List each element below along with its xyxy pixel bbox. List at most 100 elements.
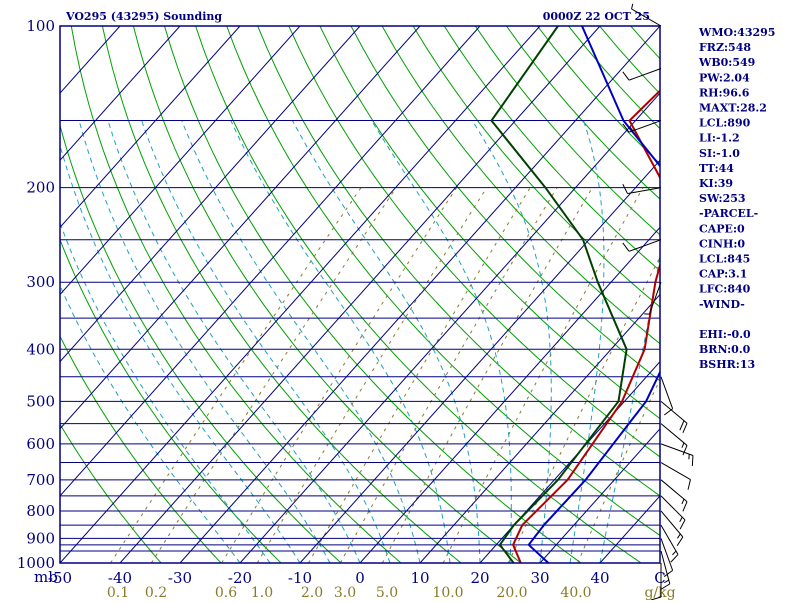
barb-flag	[623, 184, 628, 193]
index-line: MAXT:28.2	[699, 102, 767, 115]
pressure-tick-label: 600	[26, 435, 55, 453]
barb-flag	[680, 421, 684, 431]
barb-staff	[661, 424, 687, 446]
mixing-ratio-label: 0.6	[215, 585, 237, 600]
index-line: CINH:0	[699, 237, 745, 250]
isotherm	[180, 26, 660, 563]
moist-adiabat	[231, 121, 450, 563]
mixing-ratio-label: 3.0	[334, 585, 356, 600]
temperature-tick-label: -30	[168, 569, 192, 587]
barb-staff	[629, 240, 661, 252]
mixing-ratio-label: 2.0	[301, 585, 323, 600]
index-line: LCL:845	[699, 253, 750, 266]
index-line: KI:39	[699, 177, 733, 190]
barb-staff	[661, 401, 687, 423]
temperature-tick-label: 40	[590, 569, 609, 587]
wind-barb	[623, 240, 661, 252]
barb-half-flag	[672, 551, 676, 555]
wind-barb	[661, 496, 685, 529]
index-line: PW:2.04	[699, 71, 750, 84]
temperature-tick-label: 10	[410, 569, 429, 587]
wind-barb	[661, 525, 678, 562]
index-line: TT:44	[699, 162, 734, 175]
mixing-ratio-line	[111, 188, 362, 563]
dry-adiabat	[0, 26, 161, 563]
station-title: VO295 (43295) Sounding	[65, 10, 222, 23]
barb-flag	[692, 455, 693, 465]
isotherm	[0, 26, 480, 563]
index-line: LI:-1.2	[699, 132, 740, 145]
barb-half-flag	[682, 499, 684, 504]
isotherm	[240, 26, 720, 563]
wind-barb	[661, 444, 693, 466]
mixing-ratio-label: 40.0	[560, 585, 591, 600]
barb-staff	[661, 444, 693, 456]
mixing-ratio-label: 20.0	[496, 585, 527, 600]
wind-barb	[623, 184, 661, 193]
barb-staff	[661, 480, 687, 502]
barb-flag	[623, 243, 629, 251]
temperature-profile	[513, 26, 726, 563]
index-line: CAP:3.1	[699, 268, 747, 281]
temperature-tick-label: -50	[48, 569, 72, 587]
pressure-tick-label: 300	[26, 273, 55, 291]
dry-adiabat	[227, 26, 701, 563]
barb-flag	[664, 409, 672, 415]
barb-half-flag	[680, 517, 682, 522]
barb-staff	[661, 525, 678, 554]
pressure-tick-label: 200	[26, 179, 55, 197]
index-line: -WIND-	[699, 298, 745, 311]
barb-flag	[683, 502, 687, 512]
mixing-ratio-line	[151, 188, 396, 563]
barb-staff	[661, 377, 673, 409]
index-line: EHI:-0.0	[699, 328, 751, 341]
index-line: BSHR:13	[699, 358, 755, 371]
index-line: -PARCEL-	[699, 207, 758, 220]
sounding-time: 0000Z 22 OCT 25	[543, 10, 650, 23]
dry-adiabat	[102, 26, 461, 563]
pressure-tick-label: 900	[26, 529, 55, 547]
dry-adiabat	[196, 26, 641, 563]
mixing-ratio-label: 1.0	[251, 585, 273, 600]
mixing-ratio-label: 10.0	[432, 585, 463, 600]
index-line: LCL:890	[699, 117, 751, 130]
barb-flag	[688, 480, 690, 490]
pressure-tick-label: 700	[26, 471, 55, 489]
barb-flag	[623, 72, 629, 80]
barb-flag	[680, 520, 685, 529]
dry-adiabat	[71, 26, 401, 563]
barb-staff	[661, 496, 685, 520]
index-line: WMO:43295	[698, 26, 775, 39]
index-line: CAPE:0	[699, 222, 745, 235]
pressure-tick-label: 400	[26, 340, 55, 358]
barb-flag	[683, 423, 687, 433]
temperature-tick-label: 0	[355, 569, 365, 587]
wind-barb	[661, 511, 683, 546]
mixing-ratio-line	[443, 188, 643, 563]
wind-barb	[661, 480, 687, 511]
index-line: LFC:840	[699, 283, 751, 296]
wind-barb	[661, 401, 687, 432]
pressure-tick-label: 800	[26, 502, 55, 520]
index-line: RH:96.6	[699, 86, 750, 99]
moist-adiabat	[293, 121, 481, 563]
mixing-ratio-label: 0.1	[107, 585, 129, 600]
index-line: SI:-1.0	[699, 147, 740, 160]
index-line: WB0:549	[698, 56, 755, 69]
stability-indices: WMO:43295 FRZ:548 WB0:549 PW:2.04 RH:96.6 MAX…	[698, 26, 775, 371]
moist-adiabat	[372, 121, 512, 563]
index-line: FRZ:548	[699, 41, 751, 54]
barb-half-flag	[677, 534, 680, 538]
barb-staff	[661, 463, 690, 480]
moist-adiabat	[108, 121, 360, 563]
grid-layer	[0, 26, 800, 563]
series-layer	[492, 26, 727, 563]
temperature-tick-label: 20	[470, 569, 489, 587]
mixing-ratio-label: 5.0	[376, 585, 398, 600]
mixing-ratio-line	[309, 188, 531, 563]
mixing-ratio-label: 0.2	[145, 585, 167, 600]
moist-adiabat	[31, 121, 270, 563]
dry-adiabat	[258, 26, 761, 563]
